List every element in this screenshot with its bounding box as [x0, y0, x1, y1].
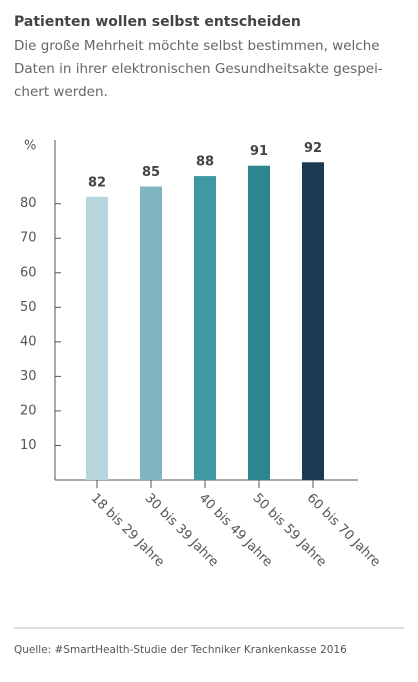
- y-tick-label: 20: [20, 403, 37, 418]
- source: Quelle: #SmartHealth-Studie der Technike…: [14, 644, 347, 656]
- bar: [194, 176, 216, 481]
- data-label: 91: [250, 144, 268, 159]
- bar: [302, 162, 324, 480]
- bar: [140, 186, 162, 480]
- subtitle: chert werden.: [14, 84, 108, 100]
- subtitle: Daten in ihrer elektronischen Gesundheit…: [14, 61, 383, 77]
- subtitle: Die große Mehrheit möchte selbst bestimm…: [14, 38, 380, 54]
- bar: [248, 165, 270, 480]
- y-tick-label: 30: [20, 369, 37, 384]
- data-label: 82: [88, 175, 106, 190]
- y-tick-label: 40: [20, 334, 37, 349]
- y-tick-label: 10: [20, 438, 37, 453]
- y-tick-label: 50: [20, 300, 37, 315]
- y-tick-label: 80: [20, 196, 37, 211]
- data-label: 92: [304, 141, 322, 156]
- data-label: 88: [196, 155, 214, 170]
- y-tick-label: 60: [20, 265, 37, 280]
- bar: [86, 196, 108, 480]
- chart-title: Patienten wollen selbst entscheiden: [14, 14, 301, 30]
- y-tick-label: 70: [20, 231, 37, 246]
- data-label: 85: [142, 165, 160, 180]
- y-axis-label: %: [24, 139, 36, 154]
